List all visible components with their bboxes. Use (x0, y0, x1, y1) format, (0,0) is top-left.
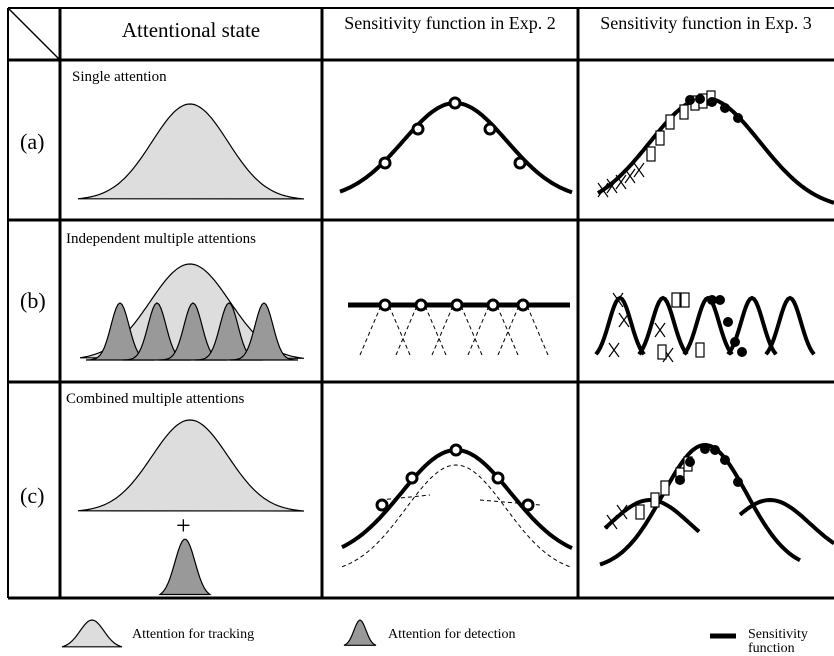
data-marker (730, 337, 740, 347)
data-marker (618, 312, 630, 328)
data-marker (700, 444, 710, 454)
data-marker (378, 298, 392, 312)
data-marker (737, 347, 747, 357)
row-label: (a) (20, 129, 45, 154)
dashed-curve (341, 464, 573, 568)
data-marker (679, 104, 689, 120)
sensitivity-curve (738, 497, 834, 545)
sensitivity-curve (599, 443, 801, 567)
data-marker (695, 94, 705, 104)
data-marker (450, 298, 464, 312)
data-marker (635, 504, 645, 520)
data-marker (486, 298, 500, 312)
data-marker (715, 295, 725, 305)
dashed-curve (395, 307, 447, 356)
data-marker (675, 475, 685, 485)
detection-attention (158, 538, 212, 596)
row-title: Single attention (72, 69, 167, 85)
data-marker (657, 344, 667, 360)
sensitivity-curve (339, 101, 573, 195)
data-marker (449, 443, 463, 457)
dashed-curve (431, 307, 483, 356)
data-marker (405, 471, 419, 485)
data-marker (720, 103, 730, 113)
column-header: Sensitivity function in Exp. 2 (344, 13, 556, 33)
data-marker (680, 292, 690, 308)
tracking-attention (77, 103, 305, 200)
data-marker (707, 295, 717, 305)
data-marker (710, 445, 720, 455)
data-marker (695, 342, 705, 358)
sensitivity-curve (764, 295, 816, 356)
plus-sign: + (176, 511, 191, 540)
data-marker (378, 156, 392, 170)
data-marker (685, 457, 695, 467)
data-marker (375, 498, 389, 512)
detection-attention (229, 302, 299, 361)
data-marker (685, 95, 695, 105)
sensitivity-curve (596, 96, 834, 205)
data-marker (707, 97, 717, 107)
dashed-curve (467, 307, 519, 356)
data-marker (612, 292, 624, 308)
row-label: (c) (20, 483, 45, 508)
column-header: Sensitivity function in Exp. 3 (600, 13, 812, 33)
dashed-curve (497, 307, 549, 356)
legend-label: Attention for tracking (132, 627, 255, 642)
data-marker (723, 317, 733, 327)
row-title: Independent multiple attentions (66, 231, 256, 247)
data-marker (624, 168, 636, 184)
data-marker (608, 342, 620, 358)
data-marker (513, 156, 527, 170)
data-marker (633, 162, 645, 178)
tracking-attention (77, 419, 305, 512)
dashed-curve (359, 307, 411, 356)
data-marker (665, 114, 675, 130)
data-marker (606, 514, 618, 530)
data-marker (720, 455, 730, 465)
data-marker (483, 122, 497, 136)
grid-line (7, 7, 61, 61)
data-marker (521, 498, 535, 512)
data-marker (655, 130, 665, 146)
data-marker (615, 174, 627, 190)
data-marker (650, 492, 660, 508)
column-header: Attentional state (121, 18, 261, 42)
data-marker (660, 480, 670, 496)
data-marker (491, 471, 505, 485)
data-marker (606, 178, 618, 194)
data-marker (516, 298, 530, 312)
data-marker (597, 182, 609, 198)
row-title: Combined multiple attentions (66, 391, 245, 407)
legend-label: Sensitivity function (748, 627, 808, 656)
data-marker (414, 298, 428, 312)
data-marker (671, 292, 681, 308)
data-marker (448, 96, 462, 110)
data-marker (733, 477, 743, 487)
data-marker (616, 504, 628, 520)
row-label: (b) (20, 288, 46, 313)
legend-icon (61, 619, 123, 648)
legend-label: Attention for detection (388, 627, 516, 642)
data-marker (733, 113, 743, 123)
data-marker (411, 122, 425, 136)
legend-icon (343, 619, 377, 646)
sensitivity-curve (682, 295, 734, 356)
data-marker (654, 322, 666, 338)
data-marker (646, 146, 656, 162)
sensitivity-curve (637, 295, 689, 356)
